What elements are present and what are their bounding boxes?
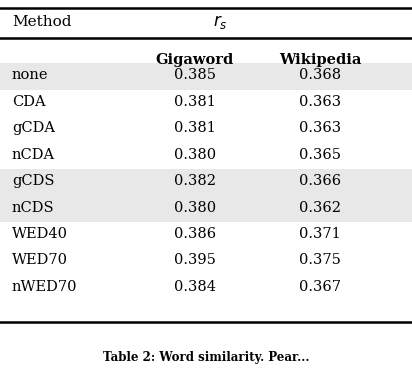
Text: $r_s$: $r_s$ xyxy=(213,13,227,31)
Text: Table 2: Word similarity. Pear...: Table 2: Word similarity. Pear... xyxy=(103,352,309,365)
Text: WED70: WED70 xyxy=(12,254,68,267)
Text: nWED70: nWED70 xyxy=(12,280,77,294)
Text: 0.386: 0.386 xyxy=(174,227,216,241)
Text: 0.371: 0.371 xyxy=(299,227,341,241)
Text: 0.363: 0.363 xyxy=(299,95,341,108)
Bar xyxy=(0,63,412,90)
Text: 0.385: 0.385 xyxy=(174,68,216,82)
Text: 0.380: 0.380 xyxy=(174,147,216,162)
Text: 0.362: 0.362 xyxy=(299,200,341,215)
Text: Method: Method xyxy=(12,15,72,29)
Text: 0.375: 0.375 xyxy=(299,254,341,267)
Text: 0.365: 0.365 xyxy=(299,147,341,162)
Text: CDA: CDA xyxy=(12,95,46,108)
Text: 0.367: 0.367 xyxy=(299,280,341,294)
Bar xyxy=(0,196,412,222)
Text: Wikipedia: Wikipedia xyxy=(279,53,361,67)
Text: 0.368: 0.368 xyxy=(299,68,341,82)
Text: 0.363: 0.363 xyxy=(299,121,341,135)
Text: 0.380: 0.380 xyxy=(174,200,216,215)
Text: gCDS: gCDS xyxy=(12,174,54,188)
Text: WED40: WED40 xyxy=(12,227,68,241)
Text: 0.381: 0.381 xyxy=(174,95,216,108)
Text: nCDA: nCDA xyxy=(12,147,55,162)
Text: 0.381: 0.381 xyxy=(174,121,216,135)
Text: 0.395: 0.395 xyxy=(174,254,216,267)
Text: none: none xyxy=(12,68,49,82)
Text: Gigaword: Gigaword xyxy=(156,53,234,67)
Text: 0.366: 0.366 xyxy=(299,174,341,188)
Text: 0.382: 0.382 xyxy=(174,174,216,188)
Text: nCDS: nCDS xyxy=(12,200,55,215)
Text: gCDA: gCDA xyxy=(12,121,55,135)
Text: 0.384: 0.384 xyxy=(174,280,216,294)
Bar xyxy=(0,169,412,196)
